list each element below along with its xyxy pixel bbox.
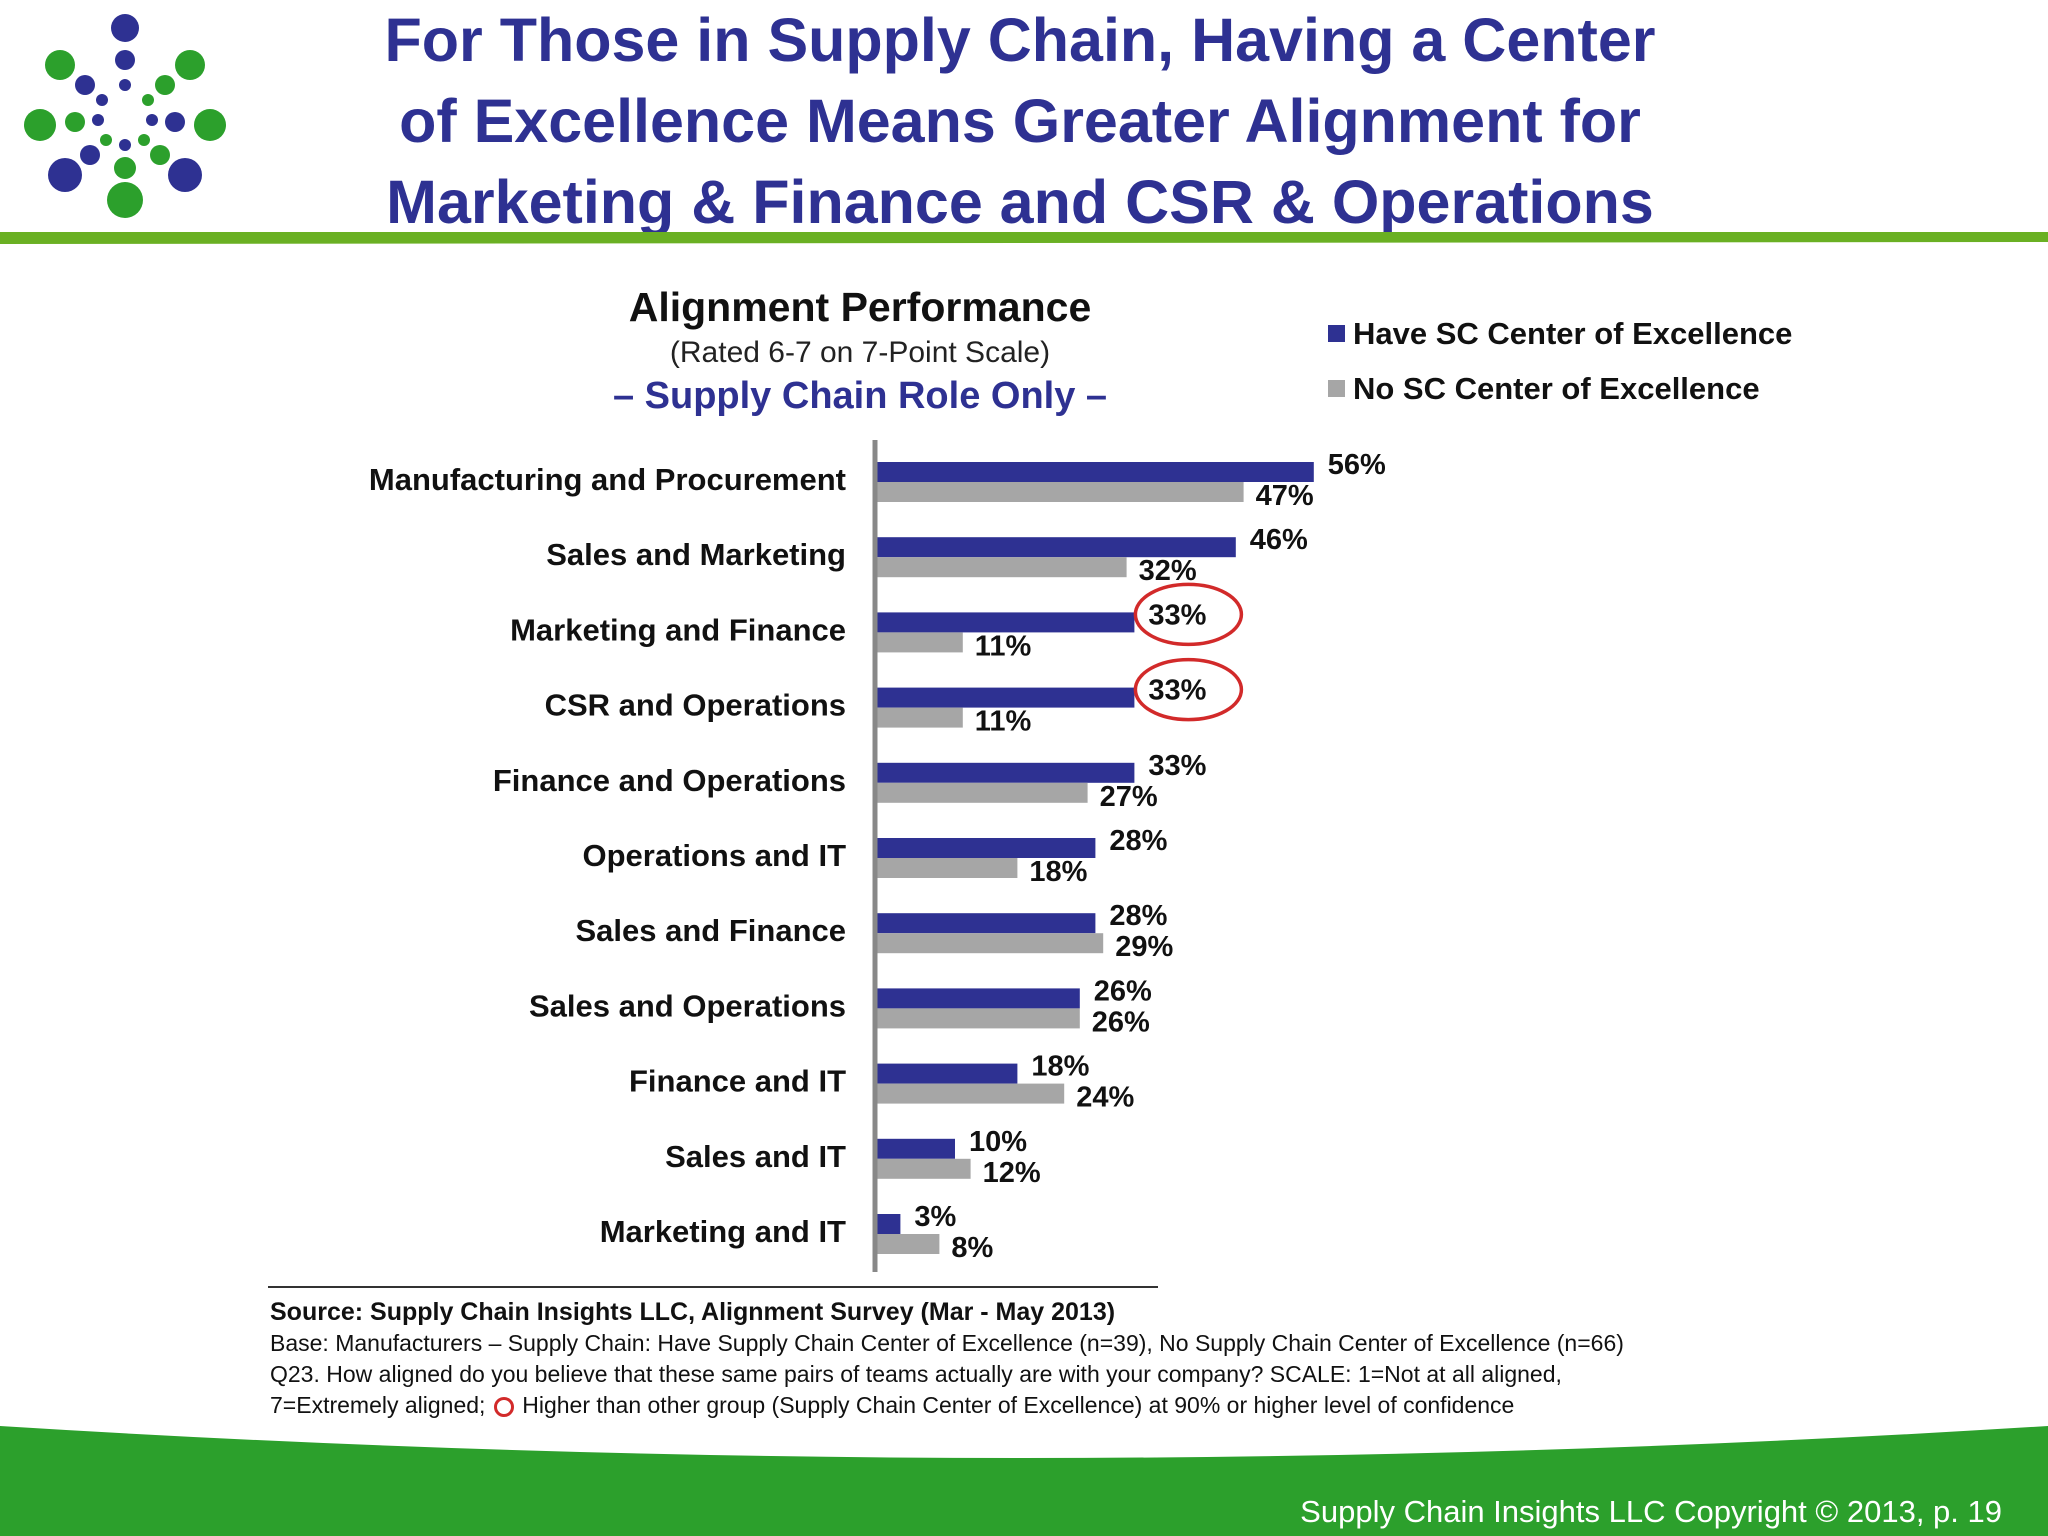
bar-no-coe	[877, 933, 1104, 954]
data-label: 26%	[1092, 1006, 1150, 1038]
bar-no-coe	[877, 482, 1244, 502]
bar-have-coe	[877, 913, 1096, 934]
data-label: 29%	[1115, 931, 1173, 963]
category-label: Marketing and IT	[600, 1214, 846, 1249]
legend-swatch-have	[1328, 325, 1345, 342]
scale-line: 7=Extremely aligned; Higher than other g…	[270, 1390, 1870, 1421]
bar-have-coe	[877, 1214, 901, 1234]
category-label: Operations and IT	[582, 838, 846, 873]
legend-label-no: No SC Center of Excellence	[1353, 370, 1760, 406]
company-logo-icon	[24, 14, 226, 218]
bar-no-coe	[877, 632, 963, 653]
source-divider	[268, 1286, 1158, 1288]
base-line: Base: Manufacturers – Supply Chain: Have…	[270, 1330, 1624, 1356]
bar-have-coe	[877, 838, 1096, 858]
bar-have-coe	[877, 537, 1236, 558]
chart-role-subtitle: – Supply Chain Role Only –	[612, 375, 1108, 417]
chart-header: Alignment Performance (Rated 6-7 on 7-Po…	[560, 282, 1160, 418]
question-line: Q23. How aligned do you believe that the…	[270, 1361, 1562, 1387]
footer-band	[0, 1426, 2048, 1536]
highlight-circle-icon	[493, 1396, 514, 1417]
bar-no-coe	[877, 557, 1127, 578]
bar-no-coe	[877, 1008, 1080, 1029]
data-label: 3%	[914, 1201, 956, 1233]
data-label: 28%	[1109, 900, 1167, 932]
bar-have-coe	[877, 988, 1080, 1009]
data-label: 18%	[1031, 1051, 1089, 1083]
legend-item-no: No SC Center of Excellence	[1328, 361, 1792, 416]
data-label: 11%	[975, 706, 1032, 738]
data-label: 12%	[983, 1157, 1041, 1189]
bar-no-coe	[877, 1158, 971, 1179]
chart-subtitle: (Rated 6-7 on 7-Point Scale)	[669, 336, 1051, 369]
data-label: 33%	[1148, 750, 1206, 782]
data-label: 8%	[951, 1232, 993, 1264]
category-label: Finance and Operations	[493, 763, 846, 798]
bar-have-coe	[877, 462, 1314, 482]
chart-legend: Have SC Center of Excellence No SC Cente…	[1328, 306, 1792, 416]
chart-title: Alignment Performance	[628, 284, 1092, 330]
bar-no-coe	[877, 1083, 1065, 1104]
data-label: 47%	[1256, 480, 1314, 512]
category-label: CSR and Operations	[545, 688, 846, 723]
data-label: 18%	[1029, 856, 1087, 888]
data-label: 27%	[1100, 781, 1158, 813]
category-label: Marketing and Finance	[510, 612, 846, 647]
bar-no-coe	[877, 858, 1018, 878]
category-label: Finance and IT	[629, 1064, 846, 1099]
slide-title: For Those in Supply Chain, Having a Cent…	[300, 0, 1740, 243]
data-label: 26%	[1094, 975, 1152, 1007]
category-label: Sales and Finance	[576, 913, 847, 948]
bar-have-coe	[877, 612, 1135, 633]
data-label: 28%	[1109, 825, 1167, 857]
category-label: Manufacturing and Procurement	[369, 462, 846, 497]
data-label: 56%	[1328, 449, 1386, 481]
highlight-circle	[1133, 582, 1244, 647]
title-divider	[0, 232, 2048, 244]
confidence-text: Higher than other group (Supply Chain Ce…	[522, 1392, 1515, 1418]
source-notes: Source: Supply Chain Insights LLC, Align…	[270, 1296, 1870, 1421]
data-label: 24%	[1076, 1082, 1134, 1114]
bar-have-coe	[877, 687, 1135, 708]
data-label: 33%	[1148, 599, 1206, 631]
legend-swatch-no	[1328, 380, 1345, 397]
slide-title-line: For Those in Supply Chain, Having a Cent…	[384, 6, 1656, 74]
bar-have-coe	[877, 762, 1135, 783]
legend-label-have: Have SC Center of Excellence	[1353, 315, 1793, 351]
data-label: 10%	[969, 1126, 1027, 1158]
legend-item-have: Have SC Center of Excellence	[1328, 306, 1792, 361]
bar-no-coe	[877, 782, 1088, 803]
category-label: Sales and IT	[665, 1139, 846, 1174]
data-label: 46%	[1250, 524, 1308, 556]
bar-no-coe	[877, 1234, 940, 1254]
source-line: Source: Supply Chain Insights LLC, Align…	[270, 1298, 1116, 1326]
data-label: 33%	[1148, 675, 1206, 707]
bar-have-coe	[877, 1138, 955, 1159]
category-label: Sales and Marketing	[546, 537, 846, 572]
slide-title-line: of Excellence Means Greater Alignment fo…	[399, 87, 1641, 155]
category-label: Sales and Operations	[529, 988, 846, 1023]
data-label: 11%	[975, 630, 1032, 662]
scale-text: 7=Extremely aligned;	[270, 1392, 486, 1418]
data-label: 32%	[1139, 555, 1197, 587]
bar-no-coe	[877, 707, 963, 728]
copyright-text: Supply Chain Insights LLC Copyright © 20…	[1300, 1494, 2002, 1529]
bar-have-coe	[877, 1063, 1018, 1084]
slide-title-line: Marketing & Finance and CSR & Operations	[386, 168, 1654, 236]
highlight-circle	[1133, 657, 1244, 722]
